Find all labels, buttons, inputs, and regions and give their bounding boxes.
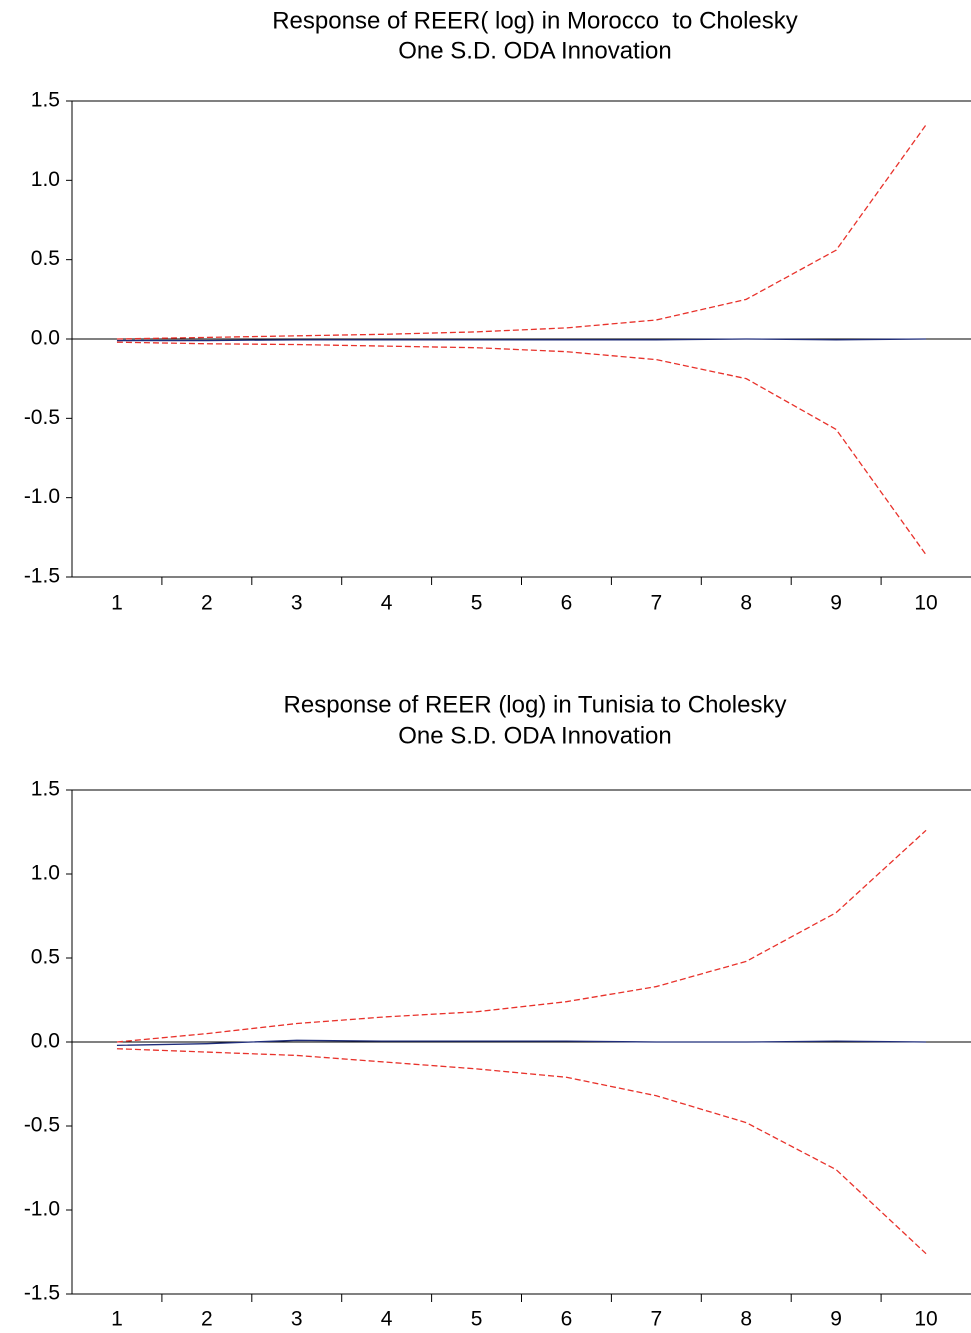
series-line (116, 124, 927, 340)
x-tick-label: 10 (914, 592, 937, 615)
y-tick-label: 1.5 (31, 89, 60, 112)
chart-title: Response of REER( log) in Morocco to Cho… (272, 7, 798, 34)
x-tick-label: 2 (201, 592, 213, 615)
series-line (116, 338, 927, 342)
x-tick-label: 1 (111, 592, 123, 615)
chart-title: One S.D. ODA Innovation (398, 722, 671, 749)
y-tick-label: 1.5 (31, 778, 60, 801)
x-tick-label: 4 (381, 1308, 393, 1331)
x-tick-label: 10 (914, 1308, 937, 1331)
series-line (116, 1039, 927, 1047)
x-tick-label: 3 (291, 592, 303, 615)
x-tick-label: 5 (471, 1308, 483, 1331)
x-tick-label: 9 (830, 592, 842, 615)
y-tick-label: 1.0 (31, 168, 60, 191)
chart-title: Response of REER (log) in Tunisia to Cho… (284, 691, 787, 718)
x-tick-label: 7 (651, 592, 663, 615)
x-tick-label: 6 (561, 592, 573, 615)
y-tick-label: -0.5 (24, 1114, 60, 1137)
x-tick-label: 8 (740, 1308, 752, 1331)
x-tick-label: 3 (291, 1308, 303, 1331)
y-tick-label: -1.5 (24, 1282, 60, 1305)
y-tick-label: 1.0 (31, 862, 60, 885)
x-tick-label: 1 (111, 1308, 123, 1331)
y-tick-label: 0.5 (31, 946, 60, 969)
x-tick-label: 5 (471, 592, 483, 615)
x-tick-label: 6 (561, 1308, 573, 1331)
x-tick-label: 7 (651, 1308, 663, 1331)
y-tick-label: -1.0 (24, 485, 60, 508)
series-line (116, 829, 927, 1043)
x-tick-label: 9 (830, 1308, 842, 1331)
y-tick-label: -1.0 (24, 1198, 60, 1221)
y-tick-label: -1.5 (24, 565, 60, 588)
series-line (116, 1048, 927, 1255)
y-tick-label: 0.0 (31, 327, 60, 350)
x-tick-label: 4 (381, 592, 393, 615)
series-line (116, 341, 927, 556)
x-tick-label: 2 (201, 1308, 213, 1331)
y-tick-label: 0.5 (31, 247, 60, 270)
x-tick-label: 8 (740, 592, 752, 615)
y-tick-label: -0.5 (24, 406, 60, 429)
chart-title: One S.D. ODA Innovation (398, 37, 671, 64)
y-tick-label: 0.0 (31, 1030, 60, 1053)
